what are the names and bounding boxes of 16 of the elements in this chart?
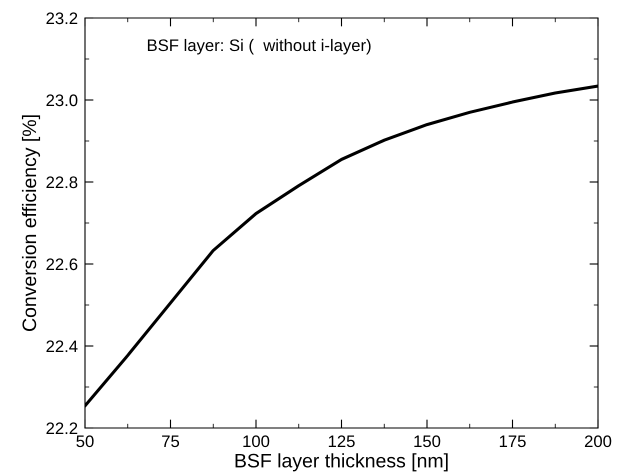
x-tick-label: 75 <box>162 436 180 448</box>
x-tick-label: 100 <box>243 435 270 448</box>
y-tick-label: 22.6 <box>46 258 78 270</box>
x-tick-label: 175 <box>500 436 526 448</box>
x-axis-title: BSF layer thickness [nm] <box>236 453 448 472</box>
x-tick-label: 150 <box>414 435 440 448</box>
y-tick-label: 22.2 <box>46 422 78 434</box>
x-tick-label: 125 <box>328 435 355 448</box>
y-axis-title: Conversion efficiency [%] <box>22 115 40 331</box>
y-tick-label: 23.2 <box>46 12 78 24</box>
x-tick-label: 50 <box>76 435 94 448</box>
y-tick-label: 23.0 <box>46 94 78 106</box>
y-tick-label: 22.4 <box>46 340 78 352</box>
annotation: BSF layer: Si ( without i-layer) <box>148 38 371 54</box>
y-tick-label: 22.8 <box>46 176 78 188</box>
x-tick-label: 200 <box>584 435 612 448</box>
